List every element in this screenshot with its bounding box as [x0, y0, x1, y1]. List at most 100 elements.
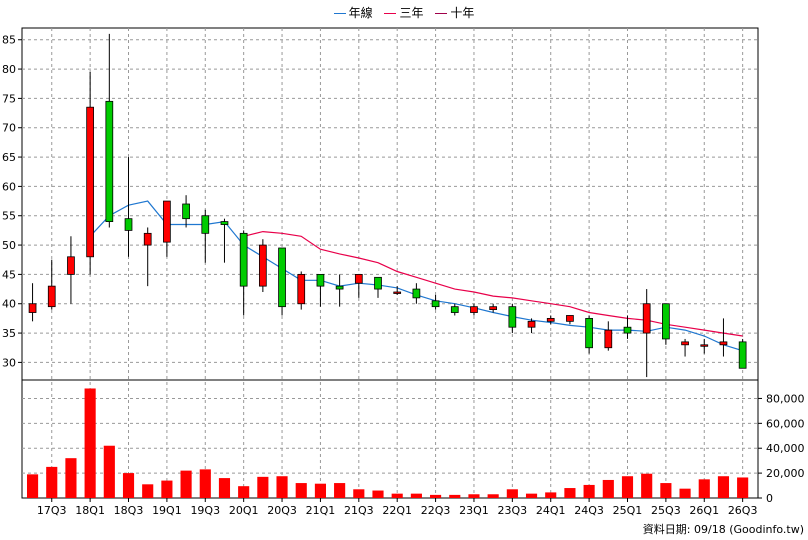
- candlesticks: [28, 33, 747, 378]
- volume-bar: [410, 493, 422, 498]
- legend-label-ten-year: 十年: [450, 6, 475, 20]
- price-tick-label: 60: [2, 180, 16, 193]
- volume-bar: [353, 489, 365, 498]
- time-tick-label: 22Q1: [382, 504, 412, 517]
- time-tick-label: 21Q1: [306, 504, 336, 517]
- volume-bar: [161, 480, 173, 498]
- time-tick-label: 20Q3: [267, 504, 297, 517]
- candle-body: [278, 247, 286, 308]
- volume-bar: [698, 479, 710, 498]
- time-tick-label: 22Q3: [421, 504, 451, 517]
- volume-bar: [468, 494, 480, 498]
- candle-body: [124, 218, 133, 231]
- volume-bar: [679, 488, 691, 498]
- candle-body: [508, 306, 517, 328]
- volume-bar: [372, 490, 384, 498]
- volume-bar: [583, 484, 595, 498]
- data-date-footer: 資料日期: 09/18 (Goodinfo.tw): [642, 523, 804, 536]
- candle-body: [163, 200, 171, 243]
- candle-body: [738, 341, 747, 369]
- candle-body: [393, 291, 402, 294]
- legend-item-ten-year: 十年: [435, 4, 474, 21]
- price-tick-label: 30: [2, 356, 16, 369]
- volume-bar: [449, 494, 461, 498]
- volume-bar: [334, 483, 346, 498]
- volume-tick-label: 20,000: [766, 467, 805, 480]
- candle-body: [28, 303, 37, 313]
- plot-frame: [21, 27, 759, 499]
- time-tick-label: 19Q3: [190, 504, 220, 517]
- candle-body: [681, 341, 689, 346]
- volume-bar: [142, 484, 154, 498]
- volume-bar: [180, 470, 192, 498]
- time-tick-label: 25Q3: [651, 504, 681, 517]
- volume-tick-label: 40,000: [766, 442, 805, 455]
- volume-bar: [660, 483, 672, 498]
- candle-body: [412, 288, 421, 299]
- legend-item-annual: 年線: [333, 4, 373, 21]
- volume-bar: [257, 476, 269, 498]
- volume-bar: [430, 494, 442, 498]
- time-tick-label: 21Q3: [344, 504, 374, 517]
- volume-bar: [564, 488, 576, 498]
- time-tick-label: 23Q1: [459, 504, 489, 517]
- candle-body: [47, 285, 56, 308]
- candle-body: [470, 306, 478, 313]
- candle-body: [259, 244, 267, 287]
- candle-body: [374, 276, 382, 290]
- volume-bar: [487, 494, 499, 498]
- legend-item-three-year: 三年: [384, 4, 424, 21]
- volume-bar: [717, 476, 730, 498]
- price-tick-label: 55: [2, 210, 16, 223]
- legend-swatch-three-year: [384, 13, 397, 14]
- time-tick-label: 24Q3: [574, 504, 604, 517]
- volume-bar: [238, 486, 250, 498]
- candle-body: [335, 285, 344, 290]
- candle-body: [201, 215, 210, 234]
- volume-bar: [295, 483, 307, 498]
- volume-bar: [103, 445, 115, 498]
- time-tick-label: 24Q1: [536, 504, 566, 517]
- candle-body: [642, 303, 651, 334]
- price-tick-label: 50: [2, 239, 16, 252]
- volume-bar: [46, 466, 58, 498]
- time-tick-label: 18Q1: [75, 504, 105, 517]
- candle-body: [489, 306, 498, 310]
- ma-line-1: [243, 230, 743, 337]
- candle-body: [604, 329, 613, 349]
- volume-bar: [84, 388, 96, 498]
- price-tick-label: 40: [2, 298, 16, 311]
- candle-body: [86, 106, 94, 258]
- volume-bars: [26, 388, 749, 498]
- price-tick-label: 85: [2, 34, 16, 47]
- candle-body: [546, 317, 555, 322]
- candle-body: [585, 317, 593, 349]
- price-tick-label: 80: [2, 63, 16, 76]
- candle-body: [182, 203, 190, 220]
- price-tick-label: 75: [2, 92, 16, 105]
- candle-body: [431, 300, 440, 308]
- volume-bar: [218, 478, 231, 498]
- time-tick-label: 17Q3: [37, 504, 67, 517]
- volume-bar: [276, 476, 288, 498]
- candle-body: [662, 303, 670, 340]
- legend-swatch-ten-year: [435, 13, 448, 14]
- price-tick-label: 65: [2, 151, 16, 164]
- candle-body: [316, 273, 325, 287]
- candle-body: [220, 221, 229, 225]
- candle-body: [450, 306, 459, 313]
- time-tick-label: 26Q1: [689, 504, 719, 517]
- price-tick-label: 35: [2, 327, 16, 340]
- candle-body: [623, 326, 632, 334]
- candle-body: [566, 315, 574, 322]
- volume-bar: [65, 458, 77, 498]
- volume-tick-label: 0: [766, 492, 773, 505]
- candle-body: [67, 256, 75, 275]
- legend: 年線 三年 十年: [0, 4, 808, 21]
- price-tick-label: 70: [2, 122, 16, 135]
- volume-bar: [199, 469, 211, 498]
- candle-body: [354, 273, 363, 284]
- x-axis-ticks: 17Q3 18Q1 18Q3 19Q1 19Q3 20Q1 20Q3 21Q1 21Q3 22Q1…: [37, 498, 757, 517]
